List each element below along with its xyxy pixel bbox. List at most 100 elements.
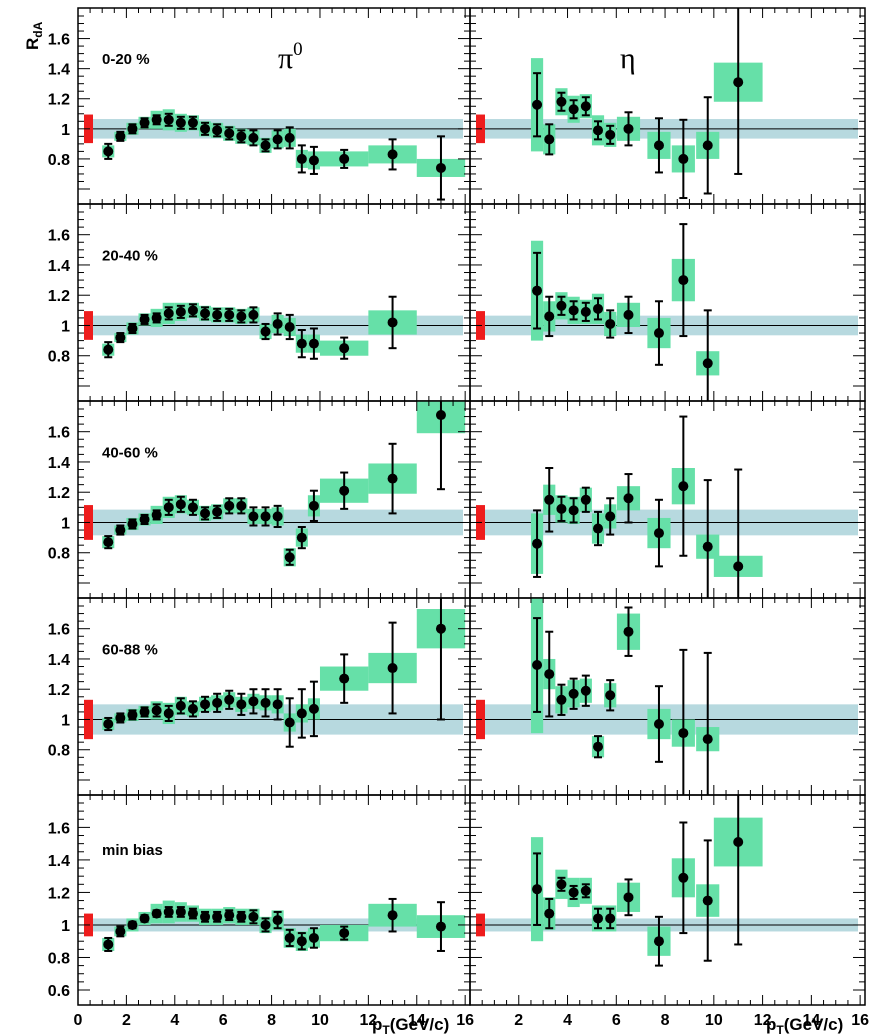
x-tick-label-right: 4 bbox=[563, 1012, 572, 1029]
data-point bbox=[580, 101, 591, 112]
x-axis-title-right-unit: (GeV/c) bbox=[784, 1015, 844, 1034]
data-point bbox=[556, 503, 567, 514]
data-point bbox=[308, 703, 319, 714]
data-point bbox=[678, 872, 689, 883]
data-point bbox=[187, 305, 198, 316]
data-point bbox=[224, 309, 235, 320]
data-point bbox=[678, 275, 689, 286]
data-point bbox=[212, 697, 223, 708]
pi0-panel-5-plot-area bbox=[84, 897, 466, 952]
data-point bbox=[593, 523, 604, 534]
data-point bbox=[200, 308, 211, 319]
eta-panel-3-plot-area bbox=[476, 415, 858, 598]
data-point bbox=[678, 481, 689, 492]
data-point bbox=[139, 514, 150, 525]
data-point bbox=[308, 338, 319, 349]
pi0-panel-4: 60-88 % bbox=[77, 597, 471, 796]
eta-panel-1-frame bbox=[469, 7, 866, 205]
eta-panel-2 bbox=[469, 203, 866, 402]
data-point bbox=[236, 131, 247, 142]
data-point bbox=[151, 312, 162, 323]
data-point bbox=[103, 537, 114, 548]
y-tick-label: 1.4 bbox=[48, 455, 70, 472]
data-point bbox=[187, 502, 198, 513]
y-tick-label: 1 bbox=[61, 918, 70, 935]
x-tick-label-right: 14 bbox=[802, 1012, 820, 1029]
y-axis-title: RdA bbox=[23, 21, 45, 50]
x-tick-label-right: 6 bbox=[612, 1012, 621, 1029]
data-point bbox=[568, 688, 579, 699]
data-point bbox=[224, 694, 235, 705]
eta-panel-1-plot-area bbox=[476, 8, 858, 200]
data-point bbox=[284, 321, 295, 332]
y-tick-label: 1.4 bbox=[48, 258, 70, 275]
data-point bbox=[580, 885, 591, 896]
y-tick-label: 1.4 bbox=[48, 853, 70, 870]
data-point bbox=[175, 117, 186, 128]
data-point bbox=[115, 712, 126, 723]
data-point bbox=[387, 473, 398, 484]
x-axis-title-left-unit: (GeV/c) bbox=[390, 1015, 450, 1034]
y-tick-label: 1.4 bbox=[48, 652, 70, 669]
data-point bbox=[339, 673, 350, 684]
y-tick-label: 1.2 bbox=[48, 288, 70, 305]
data-point bbox=[187, 908, 198, 919]
centrality-label: min bias bbox=[102, 842, 163, 859]
data-point bbox=[151, 705, 162, 716]
data-point bbox=[236, 500, 247, 511]
data-point bbox=[308, 932, 319, 943]
data-point bbox=[532, 660, 543, 671]
eta-panel-3 bbox=[469, 400, 866, 599]
data-point bbox=[284, 932, 295, 943]
centrality-label: 60-88 % bbox=[102, 641, 158, 658]
x-tick-label-left: 10 bbox=[311, 1012, 329, 1029]
pi0-panel-2-plot-area bbox=[84, 295, 463, 360]
data-point bbox=[308, 500, 319, 511]
pi0-panel-2-frame bbox=[77, 203, 471, 402]
data-point bbox=[187, 117, 198, 128]
data-point bbox=[175, 700, 186, 711]
data-point bbox=[623, 123, 634, 134]
eta-panel-5-frame bbox=[469, 794, 866, 1006]
x-tick-label-left: 2 bbox=[122, 1012, 131, 1029]
x-axis-title-right: pT(GeV/c) bbox=[766, 1015, 843, 1036]
eta-panel-2-frame bbox=[469, 203, 866, 402]
eta-panel-2-ticks bbox=[470, 204, 865, 401]
data-point bbox=[248, 696, 259, 707]
data-point bbox=[556, 96, 567, 107]
pi0-panel-3: 40-60 % bbox=[77, 400, 471, 599]
pi0-panel-5: min bias bbox=[77, 794, 471, 1006]
data-point bbox=[248, 911, 259, 922]
y-axis-title-sub: dA bbox=[31, 21, 45, 37]
pi0-panel-3-ticks bbox=[78, 401, 470, 598]
data-point bbox=[568, 505, 579, 516]
data-point bbox=[339, 928, 350, 939]
data-point bbox=[175, 906, 186, 917]
x-axis-title-right-main: p bbox=[766, 1015, 776, 1034]
eta-panel-1-ticks bbox=[470, 8, 865, 204]
pi0-panel-5-frame bbox=[77, 794, 471, 1006]
x-tick-label-right: 10 bbox=[705, 1012, 723, 1029]
data-point bbox=[284, 552, 295, 563]
data-point bbox=[653, 719, 664, 730]
centrality-label: 20-40 % bbox=[102, 247, 158, 264]
data-point bbox=[532, 99, 543, 110]
data-point bbox=[151, 114, 162, 125]
data-point bbox=[733, 77, 744, 88]
data-point bbox=[260, 140, 271, 151]
x-tick-label-left: 12 bbox=[359, 1012, 377, 1029]
data-point bbox=[200, 699, 211, 710]
data-point bbox=[733, 561, 744, 572]
y-tick-label: 1.4 bbox=[48, 62, 70, 79]
x-tick-label-right: 16 bbox=[851, 1012, 869, 1029]
data-point bbox=[224, 910, 235, 921]
eta-panel-4-ticks bbox=[470, 598, 865, 795]
species-label-eta: η bbox=[620, 42, 636, 75]
data-point bbox=[139, 314, 150, 325]
data-point bbox=[435, 162, 446, 173]
data-point bbox=[678, 728, 689, 739]
data-point bbox=[605, 511, 616, 522]
y-tick-label: 0.8 bbox=[48, 950, 70, 967]
pi0-panel-2-ticks bbox=[78, 204, 470, 401]
